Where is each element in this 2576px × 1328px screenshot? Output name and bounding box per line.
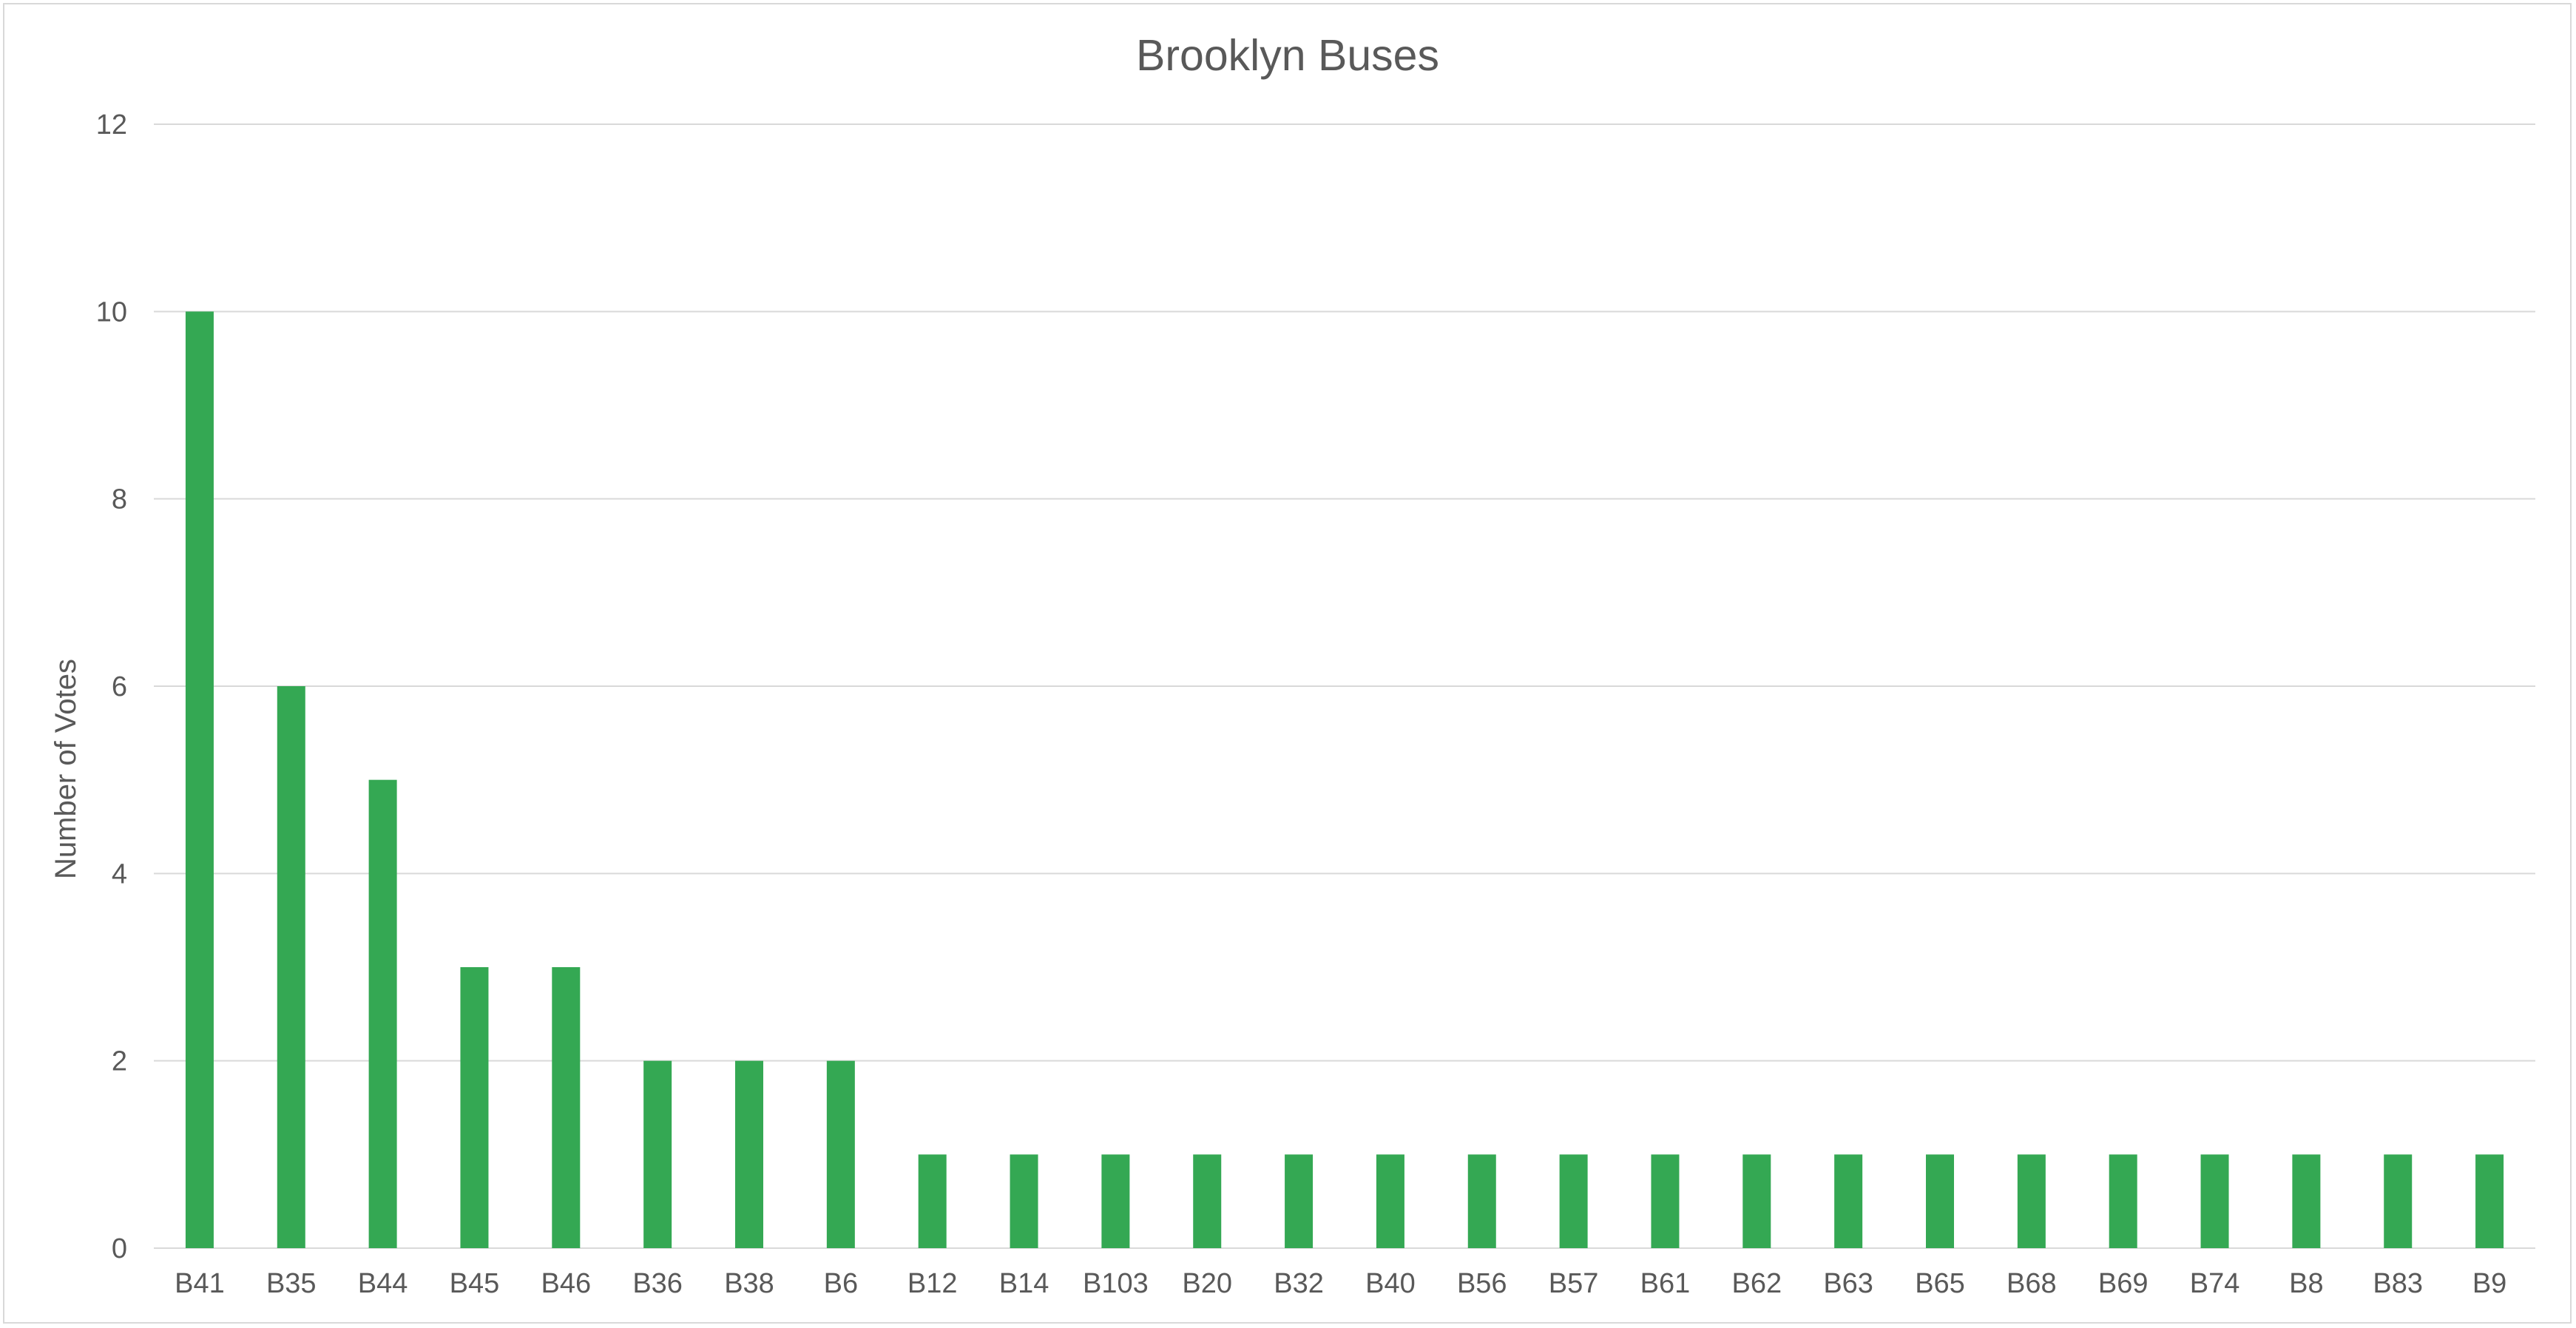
bar-B56 xyxy=(1467,1154,1496,1248)
bar-B9 xyxy=(2475,1154,2504,1248)
x-tick-label: B35 xyxy=(266,1268,317,1299)
y-tick-label: 0 xyxy=(112,1233,127,1264)
x-tick-label: B9 xyxy=(2472,1268,2506,1299)
bar-B63 xyxy=(1834,1154,1863,1248)
x-tick-label: B68 xyxy=(2007,1268,2057,1299)
bar-B40 xyxy=(1376,1154,1404,1248)
bars xyxy=(185,311,2504,1248)
bar-B69 xyxy=(2109,1154,2137,1248)
x-tick-label: B6 xyxy=(824,1268,858,1299)
x-tick-label: B83 xyxy=(2373,1268,2423,1299)
x-tick-label: B14 xyxy=(999,1268,1049,1299)
x-tick-label: B61 xyxy=(1640,1268,1691,1299)
x-tick-label: B41 xyxy=(175,1268,225,1299)
bar-B45 xyxy=(460,967,489,1248)
x-tick-label: B103 xyxy=(1083,1268,1149,1299)
bar-B68 xyxy=(2017,1154,2046,1248)
bar-B36 xyxy=(643,1060,672,1248)
y-tick-label: 4 xyxy=(112,858,127,890)
bar-B62 xyxy=(1742,1154,1771,1248)
bar-B38 xyxy=(735,1060,763,1248)
y-axis-ticks: 0 2 4 6 8 10 12 xyxy=(96,109,127,1264)
bar-B6 xyxy=(826,1060,855,1248)
bar-B57 xyxy=(1559,1154,1588,1248)
bar-B12 xyxy=(918,1154,947,1248)
x-tick-label: B45 xyxy=(450,1268,500,1299)
bar-B83 xyxy=(2384,1154,2413,1248)
y-tick-label: 6 xyxy=(112,671,127,702)
bar-B20 xyxy=(1193,1154,1222,1248)
bar-B103 xyxy=(1101,1154,1130,1248)
x-axis-ticks: B41 B35 B44 B45 B46 B36 B38 B6 B12 B14 B103 B20 B32 B… xyxy=(175,1268,2506,1299)
x-tick-label: B36 xyxy=(632,1268,683,1299)
gridlines xyxy=(154,123,2535,1249)
x-tick-label: B63 xyxy=(1823,1268,1873,1299)
x-tick-label: B56 xyxy=(1457,1268,1507,1299)
y-axis-label: Number of Votes xyxy=(50,659,82,879)
x-tick-label: B46 xyxy=(541,1268,591,1299)
x-tick-label: B38 xyxy=(724,1268,774,1299)
bar-B35 xyxy=(277,686,305,1248)
bar-B32 xyxy=(1285,1154,1314,1248)
x-tick-label: B69 xyxy=(2098,1268,2149,1299)
chart-title: Brooklyn Buses xyxy=(1136,31,1439,80)
x-tick-label: B12 xyxy=(907,1268,958,1299)
x-tick-label: B44 xyxy=(358,1268,408,1299)
x-tick-label: B20 xyxy=(1182,1268,1232,1299)
x-tick-label: B62 xyxy=(1731,1268,1782,1299)
bar-B65 xyxy=(1926,1154,1954,1248)
bar-B74 xyxy=(2200,1154,2229,1248)
y-tick-label: 2 xyxy=(112,1046,127,1077)
x-tick-label: B40 xyxy=(1365,1268,1416,1299)
bar-B61 xyxy=(1651,1154,1680,1248)
x-tick-label: B8 xyxy=(2289,1268,2323,1299)
y-tick-label: 8 xyxy=(112,484,127,515)
x-tick-label: B74 xyxy=(2190,1268,2240,1299)
bar-B8 xyxy=(2292,1154,2321,1248)
y-tick-label: 10 xyxy=(96,297,127,328)
x-tick-label: B57 xyxy=(1549,1268,1599,1299)
bar-B14 xyxy=(1010,1154,1038,1248)
y-tick-label: 12 xyxy=(96,109,127,140)
bar-B46 xyxy=(552,967,581,1248)
x-tick-label: B65 xyxy=(1915,1268,1965,1299)
bar-B44 xyxy=(368,779,397,1248)
x-tick-label: B32 xyxy=(1274,1268,1324,1299)
bar-B41 xyxy=(185,311,214,1248)
chart-frame xyxy=(3,3,2572,1324)
